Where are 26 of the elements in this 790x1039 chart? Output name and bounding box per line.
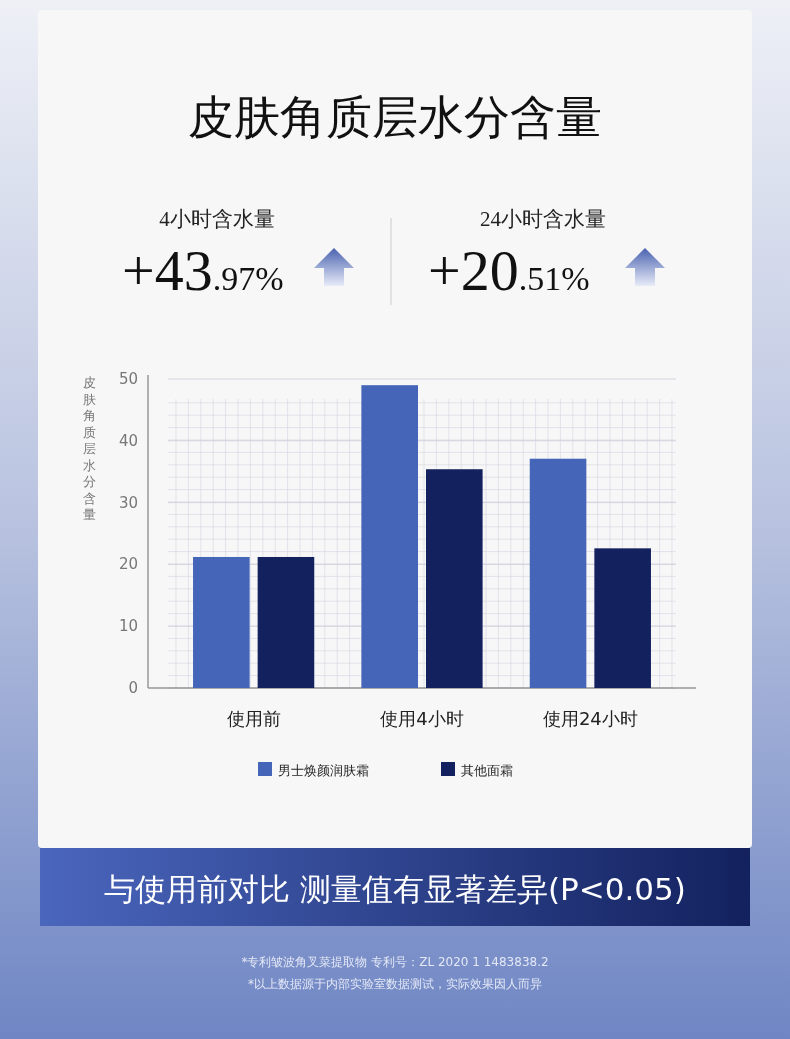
y-tick-label: 50 [118,370,138,388]
bar [257,556,315,688]
y-tick-label: 20 [118,555,138,574]
text: +43.97% [122,238,284,303]
text: *专利皱波角叉菜提取物 专利号：ZL 2020 1 1483838.2 [241,955,549,969]
legend-label: 其他面霜 [461,763,513,778]
bar [594,548,651,688]
x-tick-label: 使用4小时 [380,708,464,729]
bar [361,385,418,688]
chart-title: 皮肤角质层水分含量 [188,90,602,144]
text: 皮肤角质层水分含量 [82,375,96,522]
bar [193,556,250,688]
x-tick-label: 使用前 [226,708,281,729]
text: 与使用前对比 测量值有显著差异(P<0.05) [104,871,686,907]
x-tick-label: 使用24小时 [542,708,638,729]
text: 4小时含水量 [159,207,275,231]
bar [426,469,483,688]
text: 24小时含水量 [480,207,606,231]
y-tick-label: 0 [128,679,138,697]
bar [529,458,587,688]
text: *以上数据源于内部实验室数据测试，实际效果因人而异 [248,977,542,991]
y-tick-label: 40 [118,431,138,450]
y-tick-label: 10 [118,617,138,636]
y-tick-label: 30 [118,493,138,512]
legend-label: 男士焕颜润肤霜 [278,763,369,778]
text: +20.51% [428,238,590,303]
